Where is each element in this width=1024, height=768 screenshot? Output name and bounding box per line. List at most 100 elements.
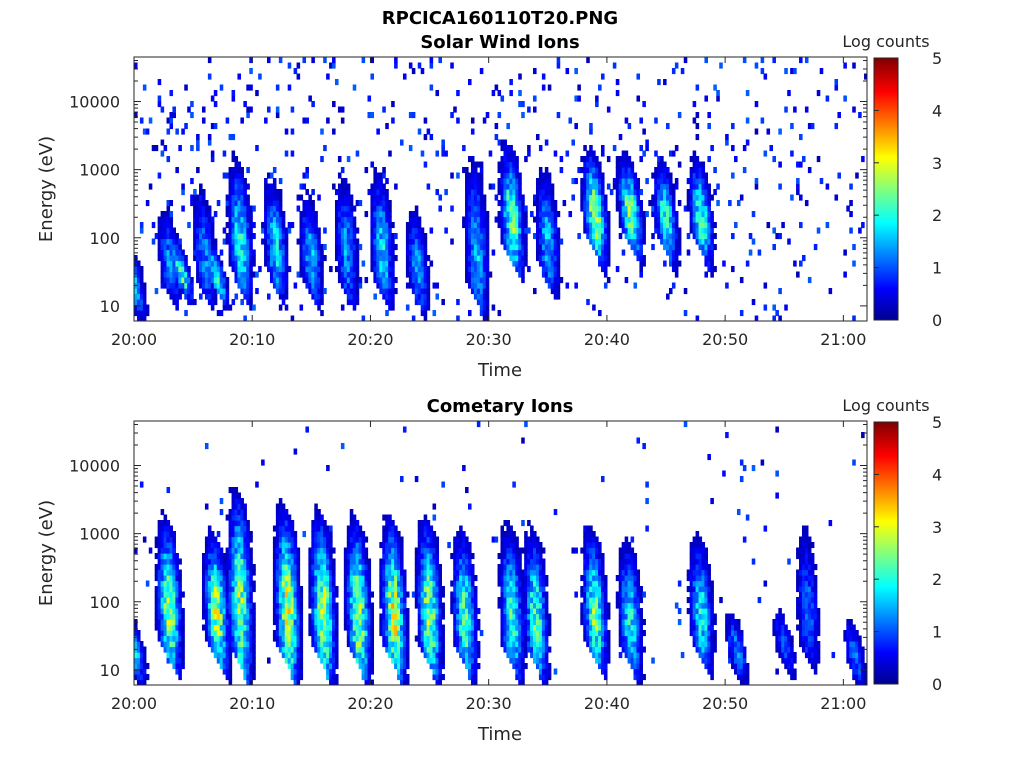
- heatmap-cell: [160, 238, 165, 245]
- heatmap-cell: [710, 216, 714, 223]
- heatmap-cell: [272, 255, 277, 262]
- heatmap-cell: [402, 597, 407, 604]
- heatmap-cell: [432, 558, 437, 565]
- heatmap-cell: [326, 73, 330, 80]
- panel-cometary: Cometary Ions 20:00 20:10 20:20 20:30 20:40 2…: [36, 396, 942, 745]
- heatmap-cell: [314, 619, 318, 626]
- heatmap-cell: [600, 216, 605, 223]
- heatmap-cell: [535, 205, 540, 212]
- heatmap-cell: [435, 542, 440, 549]
- heatmap-cell: [275, 216, 280, 223]
- heatmap-cell: [352, 233, 357, 240]
- heatmap-cell: [432, 663, 437, 670]
- heatmap-cell: [358, 619, 363, 626]
- heatmap-cell: [275, 211, 280, 218]
- heatmap-cell: [199, 216, 203, 223]
- heatmap-cell: [181, 652, 185, 659]
- heatmap-cell: [207, 531, 212, 538]
- heatmap-cell: [704, 233, 708, 240]
- heatmap-cell: [175, 277, 179, 284]
- heatmap-cell: [320, 635, 324, 642]
- heatmap-cell: [196, 238, 200, 245]
- heatmap-cell: [343, 189, 348, 196]
- heatmap-cell: [423, 117, 428, 124]
- heatmap-cell: [408, 62, 413, 69]
- heatmap-cell: [243, 277, 247, 284]
- heatmap-cell: [541, 183, 546, 190]
- heatmap-cell: [163, 613, 168, 620]
- heatmap-cell: [432, 646, 437, 653]
- heatmap-cell: [470, 216, 475, 223]
- heatmap-cell: [293, 591, 298, 598]
- heatmap-cell: [314, 564, 318, 571]
- heatmap-cell: [299, 244, 304, 251]
- heatmap-cell: [834, 79, 839, 86]
- heatmap-cell: [482, 194, 487, 201]
- heatmap-cell: [695, 134, 700, 141]
- heatmap-cell: [352, 564, 357, 571]
- heatmap-cell: [470, 222, 475, 229]
- heatmap-cell: [598, 161, 602, 168]
- heatmap-cell: [538, 255, 543, 262]
- heatmap-cell: [175, 624, 179, 631]
- heatmap-cell: [438, 630, 442, 637]
- heatmap-cell: [311, 613, 315, 620]
- heatmap-cell: [308, 95, 312, 102]
- heatmap-cell: [246, 564, 250, 571]
- heatmap-cell: [695, 216, 700, 223]
- heatmap-cell: [320, 282, 324, 289]
- heatmap-cell: [465, 641, 469, 648]
- heatmap-cell: [352, 646, 357, 653]
- heatmap-cell: [320, 580, 324, 587]
- heatmap-cell: [275, 635, 280, 642]
- heatmap-cell: [252, 580, 256, 587]
- heatmap-cell: [343, 575, 348, 582]
- heatmap-cell: [453, 558, 457, 565]
- heatmap-cell: [660, 167, 664, 174]
- heatmap-cell: [349, 564, 354, 571]
- heatmap-cell: [467, 79, 472, 86]
- heatmap-cell: [343, 222, 348, 229]
- heatmap-cell: [163, 569, 168, 576]
- heatmap-cell: [405, 227, 410, 234]
- heatmap-cell: [379, 586, 383, 593]
- heatmap-cell: [178, 602, 182, 609]
- heatmap-cell: [408, 271, 413, 278]
- heatmap-cell: [343, 178, 348, 185]
- heatmap-cell: [707, 249, 711, 256]
- heatmap-cell: [204, 575, 209, 582]
- heatmap-cell: [503, 205, 508, 212]
- heatmap-cell: [337, 172, 342, 179]
- heatmap-cell: [329, 569, 333, 576]
- heatmap-cell: [272, 167, 277, 174]
- heatmap-cell: [772, 315, 776, 321]
- heatmap-cell: [287, 525, 292, 532]
- heatmap-cell: [692, 178, 697, 185]
- heatmap-cell: [595, 244, 599, 251]
- heatmap-cell: [388, 553, 392, 560]
- heatmap-cell: [586, 233, 590, 240]
- heatmap-cell: [311, 227, 315, 234]
- heatmap-cell: [630, 194, 635, 201]
- heatmap-cell: [385, 266, 389, 273]
- heatmap-cell: [598, 200, 602, 207]
- heatmap-cell: [722, 260, 726, 267]
- heatmap-cell: [426, 525, 431, 532]
- heatmap-cell: [139, 293, 144, 300]
- heatmap-cell: [240, 233, 244, 240]
- heatmap-cell: [210, 282, 215, 289]
- heatmap-cell: [698, 211, 703, 218]
- heatmap-cell: [234, 630, 239, 637]
- heatmap-cell: [352, 591, 357, 598]
- heatmap-cell: [417, 536, 422, 543]
- heatmap-cell: [701, 205, 706, 212]
- heatmap-cell: [314, 591, 318, 598]
- heatmap-cell: [172, 227, 176, 234]
- heatmap-cell: [589, 194, 593, 201]
- heatmap-cell: [559, 156, 564, 163]
- heatmap-cell: [400, 646, 404, 653]
- heatmap-cell: [367, 608, 372, 615]
- heatmap-cell: [172, 106, 176, 113]
- heatmap-cell: [355, 547, 360, 554]
- heatmap-cell: [204, 260, 209, 267]
